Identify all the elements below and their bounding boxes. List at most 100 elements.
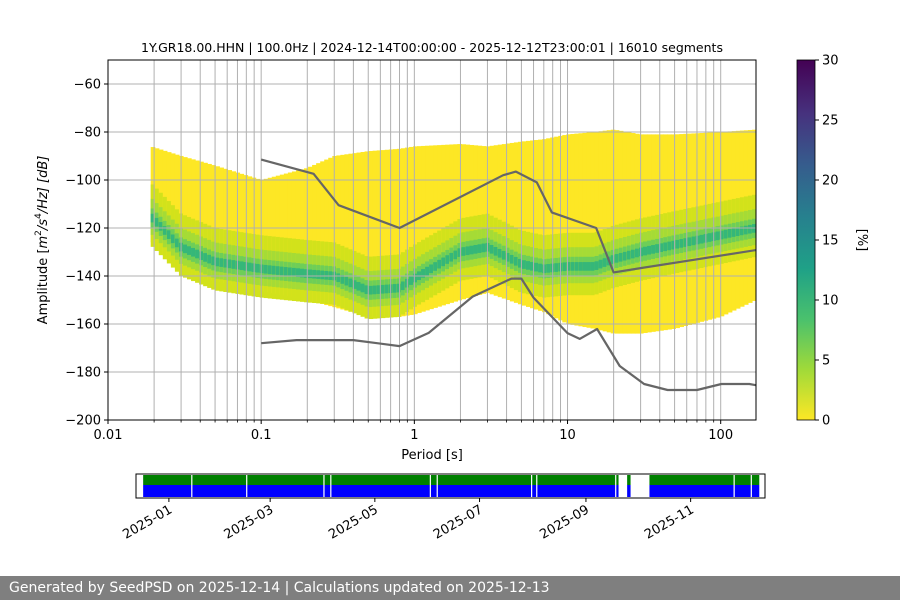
heatmap-cell — [675, 239, 680, 249]
heatmap-cell — [574, 133, 580, 326]
heatmap-cell — [525, 140, 531, 307]
y-tick-label: −180 — [65, 366, 101, 381]
data-bar — [627, 485, 631, 497]
y-tick-label: −100 — [65, 174, 101, 189]
heatmap-cell — [316, 270, 321, 279]
timeline-tick-label: 2025-07 — [431, 502, 486, 542]
heatmap-cell — [259, 264, 265, 274]
heatmap-cell — [344, 154, 350, 311]
data-gap — [191, 475, 193, 497]
heatmap-cell — [340, 154, 345, 310]
heatmap-cell — [679, 239, 684, 248]
heatmap-cell — [521, 260, 527, 269]
heatmap-cell — [578, 262, 584, 271]
heatmap-cell — [360, 283, 366, 293]
y-tick-label: −160 — [65, 318, 101, 333]
heatmap-cell — [638, 247, 644, 257]
heatmap-cell — [433, 145, 438, 308]
heatmap-cell — [360, 152, 366, 316]
heatmap-cell — [223, 258, 228, 268]
heatmap-cell — [368, 285, 374, 295]
heatmap-cell — [481, 243, 487, 253]
heatmap-cell — [437, 259, 442, 269]
heatmap-cell — [554, 263, 559, 272]
heatmap-cell — [634, 248, 640, 258]
data-bar — [649, 485, 760, 497]
y-tick-label: −60 — [74, 78, 101, 93]
footer: Generated by SeedPSD on 2025-12-14 | Cal… — [0, 576, 900, 600]
heatmap-cell — [497, 248, 503, 258]
heatmap-cell — [215, 257, 220, 267]
heatmap-cell — [162, 226, 168, 235]
heatmap-cell — [243, 175, 249, 288]
data-gap — [536, 475, 538, 497]
timeline-tick-label: 2025-01 — [120, 502, 175, 542]
colorbar-tick-label: 0 — [822, 414, 830, 429]
heatmap-cell — [509, 254, 515, 264]
data-gap — [436, 475, 438, 497]
heatmap-cell — [534, 262, 539, 272]
heatmap-cell — [154, 217, 160, 227]
heatmap-cell — [239, 173, 245, 287]
heatmap-cell — [352, 280, 358, 289]
heatmap-cell — [695, 235, 701, 245]
heatmap-cell — [287, 267, 293, 277]
heatmap-cell — [441, 257, 446, 267]
y-tick-label: −200 — [65, 414, 101, 429]
heatmap-cell — [336, 273, 341, 283]
series-line-nhnm — [260, 158, 756, 274]
heatmap-cell — [517, 141, 523, 305]
heatmap-cell — [602, 258, 608, 267]
plot-frame — [107, 59, 757, 421]
heatmap-cell — [352, 153, 358, 313]
y-axis: −200 −180 −160 −140 −120 −100 −80 −60 — [65, 78, 108, 429]
heatmap-cell — [719, 230, 725, 240]
heatmap-cell — [723, 229, 729, 239]
heatmap-cell — [150, 213, 156, 223]
heatmap-cell — [340, 275, 345, 284]
x-axis: 0.01 0.1 1 10 100 — [94, 420, 733, 443]
heatmap-cell — [187, 158, 192, 276]
timeline-frame — [135, 473, 766, 499]
heatmap-cell — [437, 145, 442, 307]
heatmap-cell — [300, 268, 305, 278]
psd-plot: −200 −180 −160 −140 −120 −100 −80 −60 0.01 0.1 1 1… — [65, 59, 757, 443]
heatmap-cell — [231, 260, 237, 269]
heatmap-cell — [542, 139, 547, 313]
heatmap-cell — [348, 153, 354, 312]
y-label-prefix: Amplitude [ — [36, 248, 51, 324]
data-gap — [323, 475, 325, 497]
heatmap-cell — [739, 226, 745, 236]
heatmap-cell — [364, 285, 370, 295]
heatmap-cell — [408, 146, 414, 315]
heatmap-cell — [247, 262, 253, 272]
timeline-tick-label: 2025-05 — [326, 502, 381, 542]
heatmap-cell — [433, 262, 438, 271]
heatmap-cell — [530, 140, 535, 309]
heatmap-cell — [267, 177, 273, 293]
heatmap-cell — [525, 261, 531, 270]
colorbar: 0 5 10 15 20 25 30 [%] — [796, 54, 869, 429]
heatmap-cell — [469, 245, 475, 255]
y-label-m: m — [36, 236, 51, 249]
heatmap-cell — [598, 259, 604, 269]
heatmap-cell — [170, 234, 176, 244]
heatmap-cell — [408, 276, 414, 285]
heatmap-cell — [199, 251, 204, 261]
data-gap — [615, 475, 617, 497]
heatmap-cell — [356, 281, 362, 291]
heatmap-cell — [626, 250, 632, 260]
heatmap-cell — [259, 179, 265, 291]
heatmap-cell — [211, 256, 216, 266]
heatmap-cell — [324, 159, 329, 306]
heatmap-cell — [489, 244, 495, 254]
colorbar-tick-label: 20 — [822, 174, 839, 189]
heatmap-cell — [283, 267, 289, 276]
heatmap-cell — [505, 143, 511, 301]
heatmap-cell — [207, 254, 212, 264]
heatmap-cell — [287, 172, 293, 297]
heatmap-cell — [400, 281, 406, 291]
heatmap-cell — [368, 151, 374, 317]
heatmap-cell — [570, 133, 576, 325]
heatmap-cell — [263, 178, 269, 292]
